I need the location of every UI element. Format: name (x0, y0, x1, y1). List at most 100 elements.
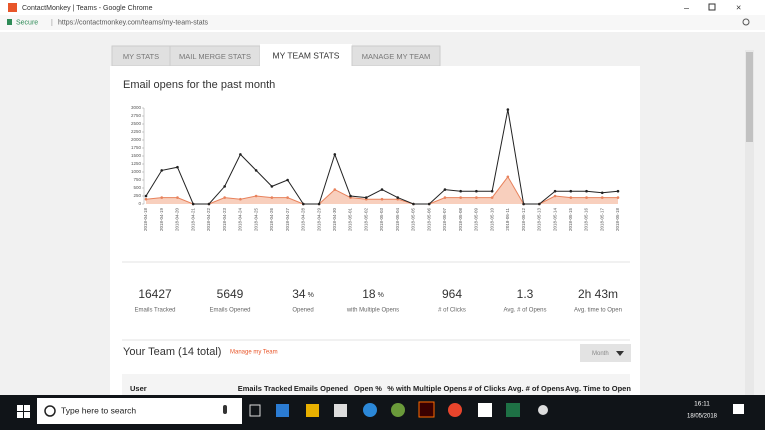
y-tick-label: 2750 (131, 113, 142, 118)
stat-value: 5649 (217, 287, 244, 301)
app-icon[interactable] (363, 403, 377, 417)
y-tick-label: 1000 (131, 169, 142, 174)
x-tick-label: 2018-05-07 (442, 208, 447, 232)
point (333, 153, 337, 156)
x-tick-label: 2018-05-10 (489, 208, 494, 232)
x-tick-label: 2018-05-18 (615, 208, 620, 232)
app-icon[interactable] (478, 403, 492, 417)
point (600, 191, 604, 195)
point (475, 189, 478, 193)
point (223, 185, 226, 188)
clock-time: 16:11 (694, 401, 710, 408)
stat-label: Opened (292, 308, 313, 314)
column-header: Open % (354, 384, 382, 393)
y-tick-label: 3000 (131, 105, 142, 110)
stat-number: 964 (442, 287, 462, 301)
point (569, 196, 573, 199)
point (585, 196, 588, 199)
point (286, 196, 289, 199)
start-logo (17, 405, 23, 411)
point (223, 196, 226, 199)
stat-label: Avg. # of Opens (504, 308, 547, 314)
close[interactable]: × (736, 2, 741, 12)
app-icon[interactable] (391, 403, 405, 417)
table-columns: User Emails Tracked Emails Opened Open % % w… (130, 384, 631, 393)
stat-value: 18% (362, 287, 384, 301)
x-tick-label: 2018-05-08 (458, 208, 463, 232)
app-icon[interactable] (334, 404, 347, 417)
point (207, 202, 211, 206)
scrollbar-thumb[interactable] (746, 52, 753, 142)
search-circle (44, 405, 56, 417)
url[interactable]: https://contactmonkey.com/teams/my-team-… (58, 19, 209, 26)
address-bar[interactable] (0, 15, 765, 30)
x-tick-label: 2018-05-06 (426, 208, 431, 232)
app-icon[interactable] (506, 403, 520, 417)
point (475, 196, 478, 199)
search-icon[interactable] (742, 18, 750, 26)
notifications[interactable] (733, 404, 744, 414)
table-header (122, 374, 630, 396)
app-icon[interactable] (448, 403, 462, 417)
x-tick-label: 2018-04-24 (238, 208, 243, 232)
x-tick-label: 2018-05-04 (395, 208, 400, 232)
x-tick-label: 2018-05-13 (537, 208, 542, 232)
point (176, 165, 179, 169)
point (239, 153, 242, 156)
point (443, 188, 447, 191)
tab-active[interactable] (260, 44, 352, 66)
tab-label: MANAGE MY TEAM (362, 52, 431, 61)
app-icon[interactable] (306, 404, 319, 417)
scrollbar-track (745, 50, 754, 395)
stat-number: 5649 (217, 287, 244, 301)
start-button[interactable] (17, 405, 30, 418)
y-tick-label: 1750 (131, 145, 142, 150)
point (144, 197, 148, 201)
point (286, 178, 289, 182)
point (443, 196, 447, 199)
secure-label: Secure (16, 19, 38, 26)
stat-label: with Multiple Opens (346, 308, 399, 314)
start-logo (24, 412, 30, 418)
x-tick-label: 2018-04-22 (206, 208, 211, 232)
stat-label: # of Clicks (438, 308, 466, 314)
task-view[interactable] (249, 404, 261, 417)
x-tick-label: 2018-04-19 (159, 208, 164, 232)
point (302, 202, 305, 206)
x-tick-label: 2018-05-01 (348, 208, 353, 232)
point (569, 189, 573, 193)
x-tick-label: 2018-04-28 (301, 208, 306, 232)
stat-label: Emails Tracked (134, 308, 175, 314)
start-logo (24, 405, 30, 411)
stat-number: 1.3 (517, 287, 534, 301)
manage-link[interactable]: Manage my Team (230, 350, 278, 356)
chart-title: Email opens for the past month (123, 79, 275, 91)
dropdown-arrow (616, 351, 624, 356)
stat-value: 34% (292, 287, 314, 301)
chart: 0 250 500 750 1000 1250 1500 1750 2000 2250 2500 27… (131, 105, 620, 231)
point (364, 196, 368, 199)
point (270, 185, 274, 188)
x-tick-label: 2018-05-16 (584, 208, 589, 232)
maximize[interactable] (708, 3, 716, 11)
clock-date: 18/05/2018 (687, 414, 718, 420)
app-icon[interactable] (538, 405, 548, 415)
dropdown[interactable] (580, 344, 631, 362)
x-tick-label: 2018-05-03 (379, 208, 384, 232)
search-box[interactable] (37, 398, 242, 424)
y-tick-label: 2000 (131, 137, 142, 142)
lock-icon (7, 19, 12, 25)
point (427, 202, 431, 206)
point (490, 196, 494, 199)
app-icon[interactable] (418, 401, 435, 418)
column-header: User (130, 384, 147, 393)
tab-label: MY TEAM STATS (273, 50, 340, 60)
stat-unit: % (378, 292, 384, 299)
tab-label: MY STATS (123, 52, 159, 61)
point (538, 202, 541, 206)
point (522, 202, 525, 206)
app-icon[interactable] (276, 404, 289, 417)
minimize[interactable]: – (684, 2, 689, 12)
stat-label: Avg. time to Open (574, 308, 622, 314)
team-title: Your Team (14 total) (123, 346, 221, 358)
